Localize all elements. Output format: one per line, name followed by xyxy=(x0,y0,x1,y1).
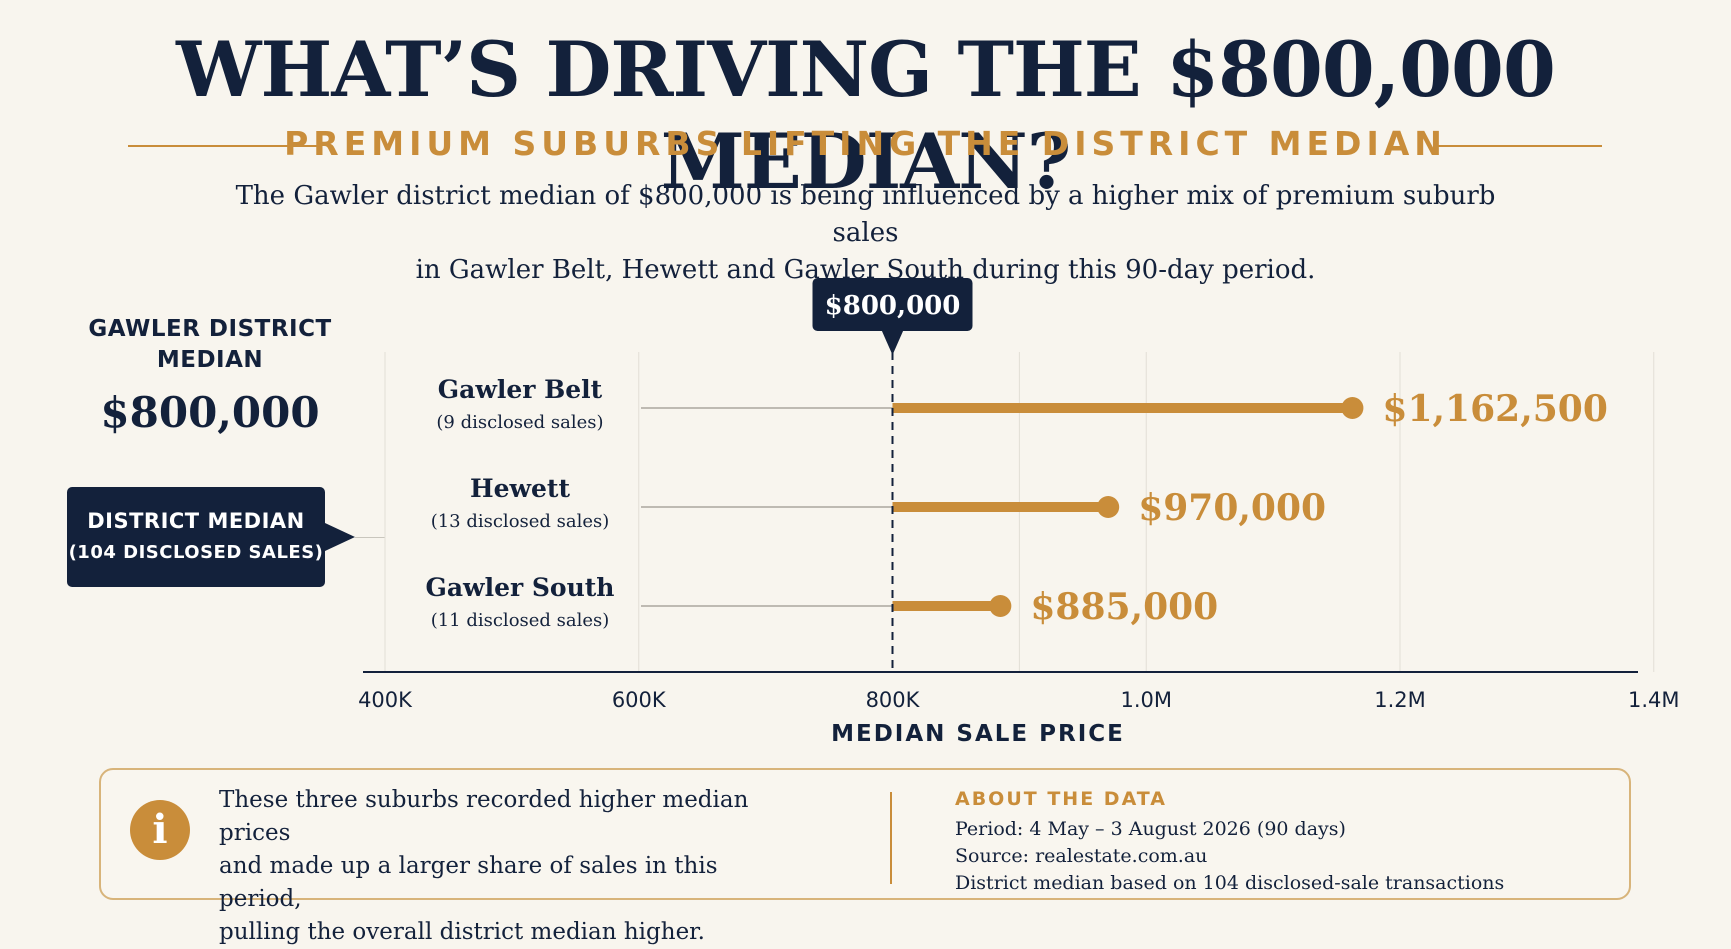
median-price-chart: 400K 600K 800K 1.0M 1.2M 1.4M MEDIAN SALE PRIC… xyxy=(358,278,1680,747)
category-note-0: (9 disclosed sales) xyxy=(436,412,603,433)
x-tick-label-2: 800K xyxy=(866,688,921,712)
district-median-value: $800,000 xyxy=(100,388,320,437)
x-tick-label-4: 1.2M xyxy=(1374,688,1426,712)
district-median-callout-title: DISTRICT MEDIAN xyxy=(87,509,305,533)
callout-arrow xyxy=(325,523,355,551)
district-median-label: GAWLER DISTRICT MEDIAN xyxy=(70,314,350,376)
page-title: WHAT’S DRIVING THE $800,000 MEDIAN? xyxy=(176,25,1556,206)
bar-end-dot-2 xyxy=(989,595,1012,617)
about-basis: District median based on 104 disclosed-s… xyxy=(955,872,1505,894)
category-label-2: Gawler South xyxy=(426,573,615,602)
bar-value-label-2: $885,000 xyxy=(1030,586,1218,628)
median-callout-box xyxy=(812,278,973,331)
intro-line-1: The Gawler district median of $800,000 i… xyxy=(235,181,1496,248)
median-callout-label: $800,000 xyxy=(825,291,961,321)
district-median-callout: DISTRICT MEDIAN (104 DISCLOSED SALES) xyxy=(67,487,325,587)
bar-end-dot-1 xyxy=(1097,496,1120,518)
info-text: These three suburbs recorded higher medi… xyxy=(219,784,779,949)
info-text-line-1: These three suburbs recorded higher medi… xyxy=(219,787,749,846)
subtitle: PREMIUM SUBURBS LIFTING THE DISTRICT MED… xyxy=(284,124,1447,163)
category-label-0: Gawler Belt xyxy=(438,375,603,404)
category-label-1: Hewett xyxy=(470,474,571,503)
about-source: Source: realestate.com.au xyxy=(955,845,1208,867)
info-panel: i These three suburbs recorded higher me… xyxy=(99,768,1631,945)
bar-value-label-0: $1,162,500 xyxy=(1382,388,1607,430)
district-median-label-line-2: MEDIAN xyxy=(156,347,264,373)
category-note-2: (11 disclosed sales) xyxy=(431,610,610,631)
bar-end-dot-0 xyxy=(1341,397,1364,419)
x-tick-label-1: 600K xyxy=(612,688,667,712)
callout-connector xyxy=(355,537,385,538)
category-note-1: (13 disclosed sales) xyxy=(431,511,610,532)
info-text-line-3: pulling the overall district median high… xyxy=(219,919,705,945)
subtitle-rule-right xyxy=(1437,145,1602,147)
subtitle-row: PREMIUM SUBURBS LIFTING THE DISTRICT MED… xyxy=(0,120,1731,170)
info-text-line-2: and made up a larger share of sales in t… xyxy=(219,853,718,912)
about-data-title: ABOUT THE DATA xyxy=(955,788,1167,810)
x-tick-label-3: 1.0M xyxy=(1120,688,1172,712)
district-median-label-line-1: GAWLER DISTRICT xyxy=(88,316,332,342)
bar-value-label-1: $970,000 xyxy=(1138,487,1326,529)
info-divider xyxy=(890,792,892,884)
district-median-callout-count: (104 DISCLOSED SALES) xyxy=(68,542,324,563)
subtitle-rule-left xyxy=(128,145,318,147)
x-axis-title: MEDIAN SALE PRICE xyxy=(831,721,1125,747)
x-tick-label-0: 400K xyxy=(358,688,413,712)
x-tick-label-5: 1.4M xyxy=(1628,688,1680,712)
info-icon: i xyxy=(130,800,190,860)
median-callout-pointer xyxy=(881,330,904,355)
about-period: Period: 4 May – 3 August 2026 (90 days) xyxy=(955,818,1346,840)
